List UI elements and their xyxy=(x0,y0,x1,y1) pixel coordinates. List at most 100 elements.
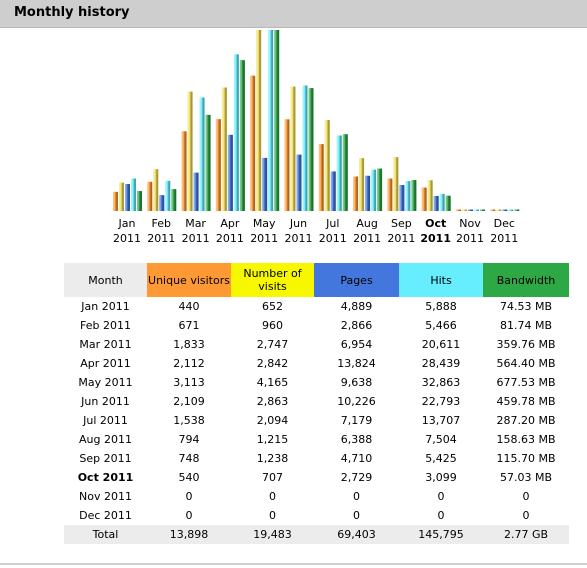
total-visits: 19,483 xyxy=(231,525,314,544)
total-label: Total xyxy=(64,525,147,544)
bar-unique-visitors-shade xyxy=(456,209,461,211)
bar-chart xyxy=(113,30,520,212)
bar-hits-shade xyxy=(302,85,308,211)
cell-bandwidth: 359.76 MB xyxy=(496,338,556,351)
month-label: Apr 2011 xyxy=(213,216,247,246)
cell-hits: 28,439 xyxy=(421,357,461,370)
col-header-pages: Pages xyxy=(314,263,399,297)
bar-bandwidth-shade xyxy=(308,88,314,211)
cell-unique-visitors: 671 xyxy=(178,319,200,332)
bar-hits-shade xyxy=(439,193,445,211)
bar-bandwidth-shade xyxy=(274,30,280,211)
cell-pages: 2,866 xyxy=(340,319,373,332)
table-row: Jul 2011 1,538 2,094 7,179 13,707 287.20 MB xyxy=(64,411,569,430)
total-bandwidth: 2.77 GB xyxy=(483,525,569,544)
cell-pages: 0 xyxy=(353,490,360,503)
bar-unique-visitors-shade xyxy=(421,187,427,211)
month-name: Mar xyxy=(185,217,206,230)
cell-unique-visitors: 440 xyxy=(178,300,200,313)
month-year: 2011 xyxy=(113,232,141,245)
cell-pages: 13,824 xyxy=(337,357,376,370)
bar-hits-shade xyxy=(371,169,377,211)
bar-visits-shade xyxy=(187,91,193,211)
bar-pages-shade xyxy=(125,184,130,211)
month-year: 2011 xyxy=(318,232,347,245)
bar-unique-visitors-shade xyxy=(318,144,324,211)
bar-hits-shade xyxy=(336,135,342,211)
table-header-row: Month Unique visitors Number of visits P… xyxy=(64,263,569,297)
month-name: Feb xyxy=(151,217,172,230)
month-year: 2011 xyxy=(284,232,313,245)
monthly-stats-table: Month Unique visitors Number of visits P… xyxy=(64,263,569,544)
month-label: Mar 2011 xyxy=(179,216,213,246)
table-row: Nov 2011 0 0 0 0 0 xyxy=(64,487,569,506)
bar-pages-shade xyxy=(296,154,302,211)
bar-visits-shade xyxy=(496,209,502,211)
total-unique-visitors: 13,898 xyxy=(147,525,231,544)
cell-month: Apr 2011 xyxy=(80,357,131,370)
bar-unique-visitors-shade xyxy=(284,119,290,211)
cell-visits: 2,747 xyxy=(256,338,289,351)
month-name: Aug xyxy=(356,217,378,230)
total-hits: 145,795 xyxy=(399,525,483,544)
bar-bandwidth-shade xyxy=(137,191,142,211)
month-label: Jun 2011 xyxy=(282,216,316,246)
table-row: Jan 2011 440 652 4,889 5,888 74.53 MB xyxy=(64,297,569,316)
month-label: Jan 2011 xyxy=(110,216,144,246)
cell-month: Jul 2011 xyxy=(83,414,128,427)
bar-unique-visitors-shade xyxy=(387,178,393,211)
bar-unique-visitors-shade xyxy=(490,209,496,211)
bar-bandwidth-shade xyxy=(411,180,417,211)
cell-bandwidth: 0 xyxy=(522,490,530,503)
cell-unique-visitors: 540 xyxy=(178,471,200,484)
table-row: Sep 2011 748 1,238 4,710 5,425 115.70 MB xyxy=(64,449,569,468)
cell-month: Dec 2011 xyxy=(79,509,132,522)
table-row: Feb 2011 671 960 2,866 5,466 81.74 MB xyxy=(64,316,569,335)
cell-hits: 5,888 xyxy=(425,300,457,313)
month-year: 2011 xyxy=(353,232,382,245)
bar-bandwidth-shade xyxy=(480,209,485,211)
cell-visits: 960 xyxy=(262,319,283,332)
bar-bandwidth-shade xyxy=(239,60,245,211)
cell-visits: 1,215 xyxy=(256,433,289,446)
monthly-history-chart: Jan 2011 Feb 2011 Mar 2011 Apr 2011 May 2011 Jun 20… xyxy=(110,30,520,245)
cell-month: Oct 2011 xyxy=(77,471,134,484)
cell-unique-visitors: 2,109 xyxy=(173,395,205,408)
cell-hits: 0 xyxy=(437,490,445,503)
cell-unique-visitors: 0 xyxy=(185,490,193,503)
bar-pages-shade xyxy=(193,172,199,211)
cell-bandwidth: 677.53 MB xyxy=(496,376,556,389)
month-label: Feb 2011 xyxy=(144,216,178,246)
cell-hits: 7,504 xyxy=(425,433,457,446)
bar-visits-shade xyxy=(221,87,227,211)
col-header-unique-visitors: Unique visitors xyxy=(147,263,231,297)
bar-hits-shade xyxy=(131,178,136,211)
total-pages: 69,403 xyxy=(314,525,399,544)
cell-pages: 2,729 xyxy=(340,471,373,484)
month-label: Nov 2011 xyxy=(453,216,487,246)
cell-visits: 2,842 xyxy=(256,357,289,370)
bar-hits-shade xyxy=(474,209,479,211)
cell-month: May 2011 xyxy=(78,376,133,389)
month-year: 2011 xyxy=(387,232,416,245)
month-label: Oct 2011 xyxy=(419,216,453,246)
table-total-row: Total 13,898 19,483 69,403 145,795 2.77 … xyxy=(64,525,569,544)
section-title: Monthly history xyxy=(14,5,130,20)
cell-hits: 0 xyxy=(437,509,445,522)
col-header-bandwidth: Bandwidth xyxy=(483,263,569,297)
cell-unique-visitors: 2,112 xyxy=(173,357,205,370)
bar-pages-shade xyxy=(399,185,405,211)
bar-visits-shade xyxy=(290,86,296,211)
cell-visits: 2,094 xyxy=(256,414,289,427)
cell-month: Jun 2011 xyxy=(81,395,130,408)
month-label: Aug 2011 xyxy=(350,216,384,246)
bar-unique-visitors-shade xyxy=(215,119,221,211)
cell-hits: 13,707 xyxy=(421,414,461,427)
cell-bandwidth: 57.03 MB xyxy=(499,471,553,484)
bar-pages-shade xyxy=(159,195,165,211)
bar-unique-visitors-shade xyxy=(181,131,187,211)
table-row: Jun 2011 2,109 2,863 10,226 22,793 459.78 MB xyxy=(64,392,569,411)
cell-unique-visitors: 1,833 xyxy=(173,338,205,351)
bar-pages-shade xyxy=(262,157,268,211)
bar-hits-shade xyxy=(268,30,274,211)
